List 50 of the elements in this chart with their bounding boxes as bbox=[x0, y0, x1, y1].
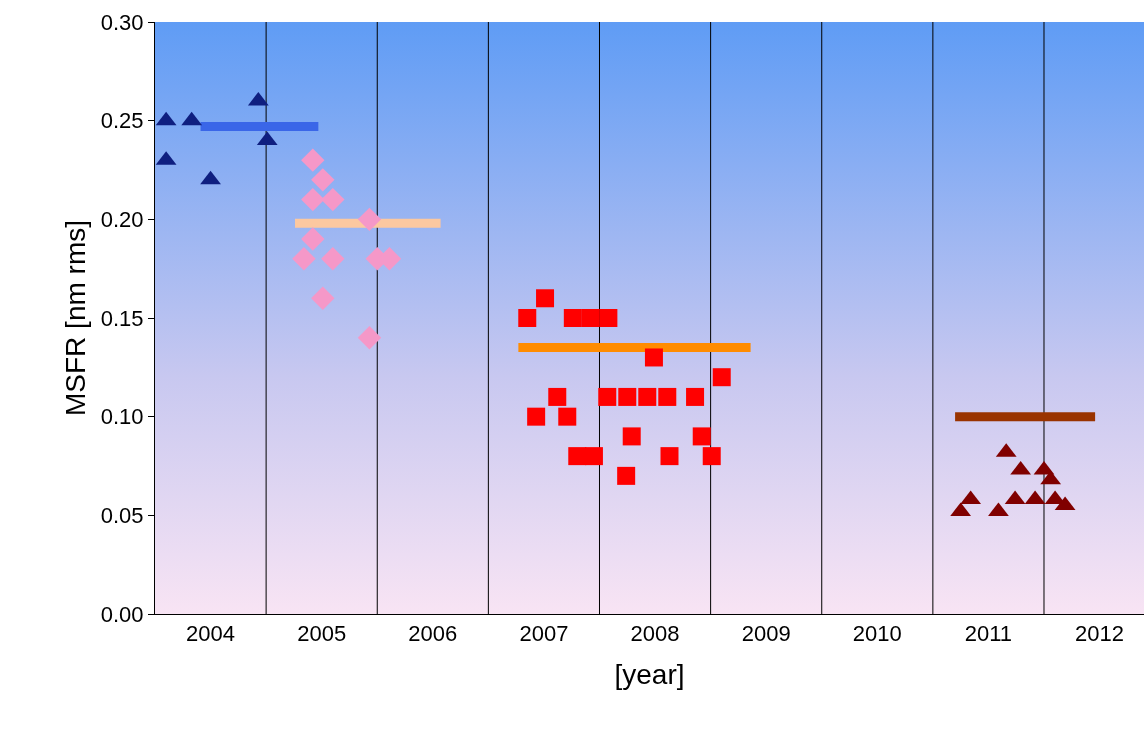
x-tick-label: 2005 bbox=[297, 621, 347, 647]
point bbox=[660, 447, 679, 466]
point bbox=[321, 187, 345, 212]
y-tick-label: 0.10 bbox=[100, 404, 144, 430]
point bbox=[692, 427, 711, 446]
point bbox=[581, 309, 600, 327]
point bbox=[518, 309, 537, 327]
point bbox=[311, 168, 335, 192]
x-tick-label: 2009 bbox=[741, 621, 791, 647]
point bbox=[301, 227, 325, 251]
y-tick-label: 0.30 bbox=[100, 9, 144, 35]
y-tick-label: 0.15 bbox=[100, 305, 144, 331]
point bbox=[292, 247, 316, 271]
x-tick-label: 2004 bbox=[186, 621, 236, 647]
point bbox=[598, 387, 617, 406]
point bbox=[686, 387, 705, 406]
point bbox=[568, 447, 587, 466]
point bbox=[527, 407, 546, 426]
point bbox=[301, 187, 325, 212]
y-tick-label: 0.25 bbox=[100, 108, 144, 134]
point bbox=[558, 407, 577, 426]
point bbox=[357, 207, 382, 232]
point bbox=[622, 427, 641, 446]
x-tick-label: 2008 bbox=[630, 621, 680, 647]
point bbox=[599, 309, 618, 327]
y-tick-label: 0.05 bbox=[100, 503, 144, 529]
y-tick-label: 0.00 bbox=[100, 601, 144, 627]
point bbox=[658, 387, 677, 406]
x-tick-label: 2010 bbox=[852, 621, 902, 647]
y-axis-title: MSFR [nm rms] bbox=[60, 220, 92, 416]
point bbox=[702, 447, 721, 466]
point bbox=[563, 309, 582, 327]
x-tick-label: 2011 bbox=[964, 621, 1013, 647]
point bbox=[712, 368, 731, 387]
point bbox=[321, 247, 345, 271]
x-tick-label: 2006 bbox=[408, 621, 458, 647]
y-tick-label: 0.20 bbox=[100, 207, 144, 233]
point bbox=[301, 148, 325, 172]
x-tick-label: 2012 bbox=[1075, 621, 1125, 647]
point bbox=[536, 289, 555, 308]
point bbox=[638, 387, 657, 406]
x-axis-title: [year] bbox=[614, 658, 685, 690]
point bbox=[644, 348, 663, 367]
point bbox=[311, 286, 335, 310]
point bbox=[548, 387, 567, 406]
x-tick-label: 2007 bbox=[519, 621, 569, 647]
point bbox=[584, 447, 603, 466]
point bbox=[617, 466, 636, 485]
point bbox=[357, 326, 382, 350]
point bbox=[618, 387, 637, 406]
